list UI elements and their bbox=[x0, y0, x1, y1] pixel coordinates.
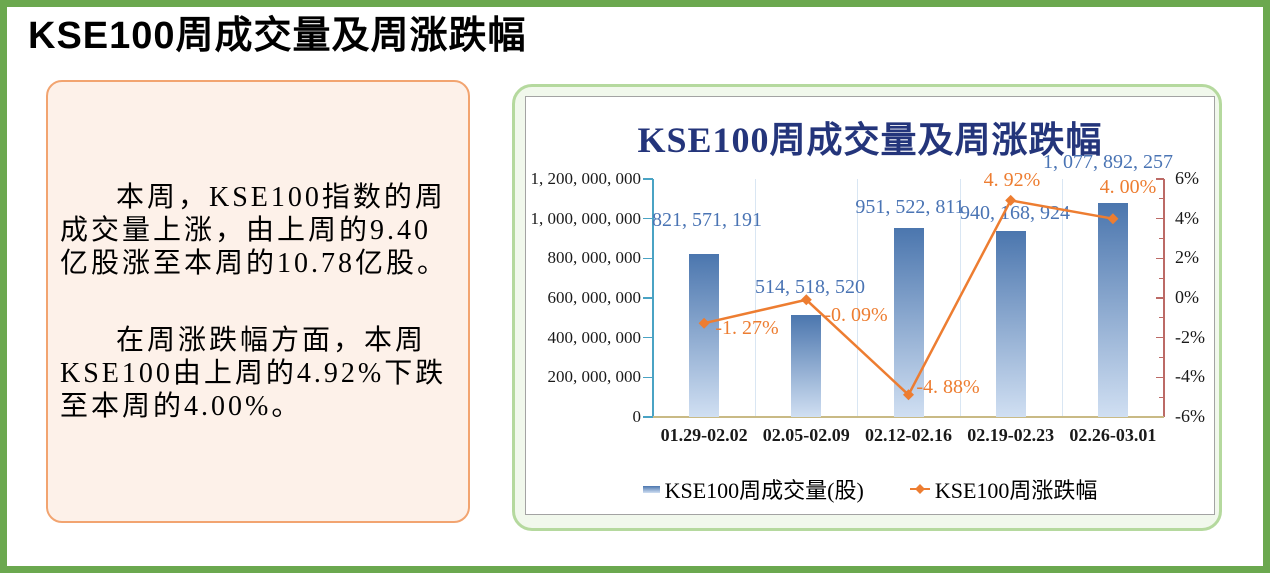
volume-bar bbox=[791, 315, 822, 417]
page-title: KSE100周成交量及周涨跌幅 bbox=[28, 15, 527, 57]
summary-paragraph-volume: 本周，KSE100指数的周成交量上涨，由上周的9.40亿股涨至本周的10.78亿… bbox=[60, 181, 449, 279]
gridline bbox=[755, 179, 757, 417]
x-axis-line bbox=[653, 416, 1164, 418]
chart-frame: KSE100周成交量及周涨跌幅 1, 200, 000, 000 1, 000, … bbox=[525, 96, 1215, 515]
right-axis-line bbox=[1163, 179, 1165, 417]
right-axis-label: -2% bbox=[1175, 326, 1205, 347]
right-axis-minor-tick bbox=[1159, 396, 1164, 398]
change-line bbox=[703, 199, 1114, 397]
bar-series-swatch-icon bbox=[642, 485, 660, 493]
right-axis-minor-tick bbox=[1159, 357, 1164, 358]
line-series-swatch-icon bbox=[909, 484, 930, 494]
legend-label-volume: KSE100周成交量(股) bbox=[664, 478, 864, 503]
left-axis-label: 200, 000, 000 bbox=[547, 367, 642, 387]
change-marker-icon bbox=[903, 389, 914, 401]
change-value-label: -0. 09% bbox=[824, 304, 888, 326]
chart-legend: KSE100周成交量(股) KSE100周涨跌幅 bbox=[526, 475, 1214, 503]
legend-item-volume: KSE100周成交量(股) bbox=[642, 473, 864, 505]
volume-value-label: 821, 571, 191 bbox=[652, 209, 762, 231]
chart-title: KSE100周成交量及周涨跌幅 bbox=[637, 120, 1103, 160]
left-axis-tick bbox=[643, 336, 653, 339]
legend-label-change: KSE100周涨跌幅 bbox=[934, 478, 1098, 503]
x-axis-label: 02.19-02.23 bbox=[967, 425, 1055, 445]
right-axis-label: 0% bbox=[1175, 287, 1199, 307]
right-axis-label: 6% bbox=[1175, 168, 1199, 188]
right-axis-label: -4% bbox=[1175, 366, 1205, 387]
right-axis-minor-tick bbox=[1159, 317, 1164, 319]
left-axis-label: 1, 000, 000, 000 bbox=[530, 208, 642, 228]
summary-paragraph-change: 在周涨跌幅方面，本周KSE100由上周的4.92%下跌至本周的4.00%。 bbox=[60, 324, 447, 422]
right-axis-label: 2% bbox=[1175, 247, 1199, 268]
volume-bar bbox=[689, 254, 720, 417]
left-axis-tick bbox=[643, 217, 653, 220]
left-axis-tick bbox=[643, 376, 653, 379]
change-marker-icon bbox=[698, 317, 710, 329]
volume-bar bbox=[995, 230, 1026, 417]
left-axis-label: 0 bbox=[632, 407, 642, 426]
left-axis-line bbox=[652, 179, 654, 417]
right-axis-tick bbox=[1156, 297, 1164, 299]
left-axis-label: 400, 000, 000 bbox=[547, 327, 642, 347]
left-axis-tick bbox=[643, 178, 653, 180]
right-axis-tick bbox=[1156, 376, 1164, 379]
change-value-label: -1. 27% bbox=[715, 317, 779, 339]
x-axis-label: 02.05-02.09 bbox=[762, 425, 850, 445]
right-axis-tick bbox=[1156, 178, 1164, 180]
right-axis-tick bbox=[1156, 257, 1164, 260]
volume-value-label: 951, 522, 811 bbox=[855, 196, 965, 218]
right-axis-minor-tick bbox=[1159, 238, 1164, 239]
left-axis-tick bbox=[643, 257, 653, 260]
legend-item-change: KSE100周涨跌幅 bbox=[909, 473, 1098, 505]
chart-plot-area: 1, 200, 000, 000 1, 000, 000, 000 800, 000… bbox=[531, 151, 1206, 445]
gridline bbox=[1061, 179, 1063, 417]
x-axis-label: 02.12-02.16 bbox=[865, 425, 952, 445]
volume-value-label: 1, 077, 892, 257 bbox=[1043, 151, 1173, 173]
right-axis-minor-tick bbox=[1159, 198, 1164, 200]
left-axis-tick bbox=[643, 416, 653, 418]
chart-card: KSE100周成交量及周涨跌幅 1, 200, 000, 000 1, 000, … bbox=[512, 84, 1222, 531]
change-marker-icon bbox=[1005, 194, 1017, 206]
right-axis-minor-tick bbox=[1159, 277, 1164, 279]
volume-value-label: 514, 518, 520 bbox=[755, 276, 865, 298]
left-axis-tick bbox=[643, 297, 653, 299]
right-axis-label: -6% bbox=[1175, 406, 1205, 426]
change-value-label: -4. 88% bbox=[916, 376, 980, 398]
left-axis-label: 600, 000, 000 bbox=[547, 288, 642, 307]
x-axis-label: 02.26-03.01 bbox=[1069, 425, 1157, 445]
right-axis-tick bbox=[1156, 217, 1164, 220]
left-axis-label: 800, 000, 000 bbox=[547, 248, 642, 268]
change-value-label: 4. 92% bbox=[983, 169, 1041, 191]
x-axis-label: 01.29-02.02 bbox=[660, 425, 748, 445]
left-axis-label: 1, 200, 000, 000 bbox=[530, 169, 642, 188]
right-axis-label: 4% bbox=[1175, 207, 1199, 228]
volume-bar bbox=[1097, 203, 1128, 417]
change-value-label: 4. 00% bbox=[1099, 176, 1157, 198]
change-line-layer bbox=[698, 194, 1119, 401]
gridline bbox=[857, 179, 859, 417]
right-axis-tick bbox=[1156, 336, 1164, 339]
change-marker-icon bbox=[1107, 213, 1119, 225]
change-marker-icon bbox=[800, 294, 812, 306]
volume-value-label: 940, 168, 924 bbox=[960, 202, 1070, 224]
summary-panel: 本周，KSE100指数的周成交量上涨，由上周的9.40亿股涨至本周的10.78亿… bbox=[46, 80, 470, 523]
